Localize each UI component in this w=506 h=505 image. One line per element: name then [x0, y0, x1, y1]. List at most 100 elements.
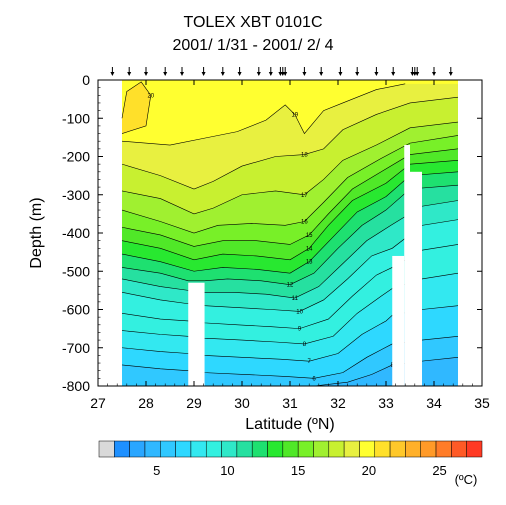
y-tick-label-0: 0	[82, 72, 90, 88]
contour-15	[121, 148, 459, 247]
gap-3	[410, 171, 422, 386]
contour-18	[121, 96, 459, 190]
colorbar-swatch-4	[160, 440, 176, 458]
colorbar-swatch-10	[251, 440, 268, 458]
x-axis: 27 28 29 30 31 32 33 34 35	[90, 80, 490, 411]
colorbar-swatch-8	[221, 440, 238, 458]
y-tick-label--600: -600	[62, 302, 90, 318]
gap-2	[404, 145, 410, 386]
station-arrow-6	[220, 72, 225, 76]
contour-label-12: 12	[287, 283, 294, 289]
contour-label-14: 14	[306, 246, 313, 252]
colorbar-swatch-19	[389, 440, 406, 458]
y-tick-label--500: -500	[62, 263, 90, 279]
colorbar: 5 10 15 20 25	[98, 440, 483, 478]
contour-14	[121, 160, 459, 261]
colorbar-swatch-17	[359, 440, 376, 458]
colorbar-tick-label-20: 20	[362, 463, 376, 478]
contour-12	[121, 184, 459, 285]
chart-title: TOLEX XBT 0101C	[183, 14, 323, 31]
no-data-gaps	[188, 80, 477, 386]
colorbar-swatch-6	[190, 440, 207, 458]
station-arrow-14	[319, 72, 324, 76]
contour-label-11: 11	[292, 296, 299, 302]
colorbar-swatch-9	[236, 440, 253, 458]
contour-label-13: 13	[306, 260, 313, 266]
station-arrow-15	[338, 72, 343, 76]
chart-subtitle: 2001/ 1/31 - 2001/ 2/ 4	[172, 37, 334, 54]
contour-label-9: 9	[298, 327, 302, 333]
x-tick-label-27: 27	[90, 395, 106, 411]
colorbar-swatch-7	[205, 440, 222, 458]
contour-5	[313, 357, 459, 386]
colorbar-swatch-13	[297, 440, 314, 458]
y-tick-label--100: -100	[62, 110, 90, 126]
contour-label-17: 17	[301, 193, 308, 199]
y-tick-label--800: -800	[62, 378, 90, 394]
x-tick-label-31: 31	[282, 395, 298, 411]
field-band-20	[122, 81, 151, 134]
colorbar-swatch-12	[282, 440, 299, 458]
station-arrow-17	[374, 72, 379, 76]
contour-label-20: 20	[147, 93, 154, 99]
colorbar-swatch-20	[405, 440, 421, 458]
contour-label-15: 15	[306, 233, 313, 239]
station-arrow-7	[237, 72, 242, 76]
colorbar-swatch-14	[313, 440, 330, 458]
contour-label-10: 10	[296, 309, 303, 315]
colorbar-swatch-16	[343, 440, 360, 458]
station-arrow-4	[180, 72, 184, 76]
station-arrow-13	[302, 72, 307, 76]
colorbar-tick-label-15: 15	[291, 463, 305, 478]
station-arrow-2	[144, 72, 148, 76]
station-arrow-22	[432, 72, 436, 76]
temperature-field	[122, 80, 458, 386]
colorbar-swatch-11	[267, 440, 284, 458]
station-arrow-1	[127, 72, 132, 76]
colorbar-swatch-15	[328, 440, 345, 458]
contour-label-6: 6	[312, 376, 316, 382]
x-tick-label-28: 28	[138, 395, 154, 411]
station-arrow-9	[268, 72, 273, 76]
x-tick-label-29: 29	[186, 395, 202, 411]
x-tick-label-32: 32	[330, 395, 346, 411]
contour-label-7: 7	[308, 359, 312, 365]
station-markers	[110, 67, 453, 76]
colorbar-unit: (ºC)	[455, 472, 478, 487]
contour-13	[121, 171, 459, 274]
colorbar-tick-label-25: 25	[432, 463, 446, 478]
y-tick-label--400: -400	[62, 225, 90, 241]
contour-20	[121, 81, 152, 134]
station-arrow-16	[355, 72, 360, 76]
colorbar-swatch-23	[451, 440, 467, 458]
station-arrow-12	[283, 72, 288, 76]
contour-label-18: 18	[301, 153, 308, 159]
colorbar-tick-label-5: 5	[153, 463, 160, 478]
x-tick-label-33: 33	[378, 395, 394, 411]
colorbar-swatch-22	[435, 440, 452, 458]
y-tick-label--700: -700	[62, 340, 90, 356]
gap-1	[392, 255, 405, 386]
contour-19	[121, 83, 406, 146]
station-arrow-0	[110, 72, 115, 76]
station-arrow-23	[448, 72, 453, 76]
station-arrow-18	[391, 72, 396, 76]
colorbar-swatch-24	[466, 440, 483, 458]
colorbar-swatch-21	[420, 440, 437, 458]
x-tick-label-35: 35	[474, 395, 490, 411]
contour-17	[121, 121, 459, 215]
station-arrow-21	[415, 72, 420, 76]
gap-4	[458, 80, 477, 386]
station-arrow-3	[163, 72, 168, 76]
colorbar-tick-label-10: 10	[220, 463, 234, 478]
contour-label-8: 8	[303, 342, 307, 348]
colorbar-swatch-18	[374, 440, 391, 458]
colorbar-swatch-0	[98, 440, 115, 458]
contour-16	[121, 135, 459, 234]
station-arrow-8	[256, 72, 261, 76]
y-axis-title: Depth (m)	[28, 197, 45, 268]
colorbar-swatch-2	[129, 440, 146, 458]
colorbar-swatch-5	[175, 440, 192, 458]
y-tick-label--300: -300	[62, 187, 90, 203]
